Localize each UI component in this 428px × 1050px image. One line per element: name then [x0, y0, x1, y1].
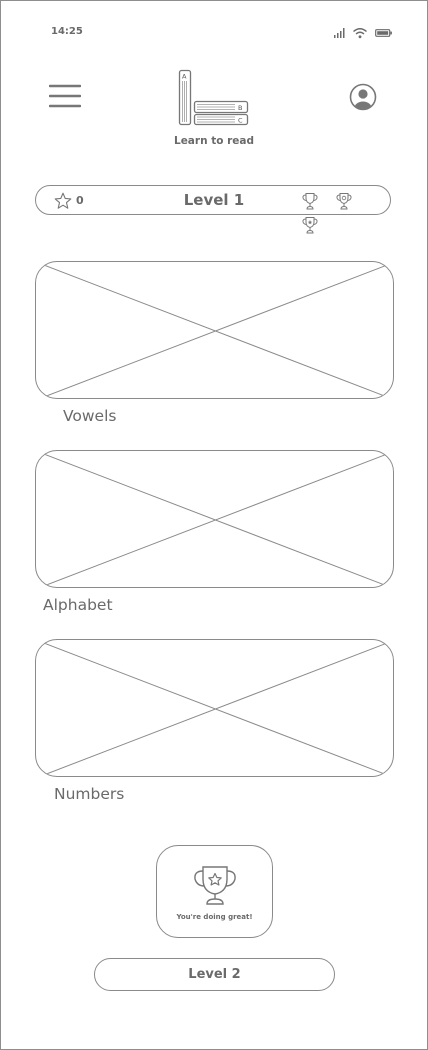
lesson-card-alphabet[interactable] [35, 450, 394, 588]
award-message: You're doing great! [176, 913, 253, 921]
menu-button[interactable] [48, 83, 82, 109]
image-placeholder [36, 640, 393, 776]
app-header: A B C Learn to read [1, 61, 427, 161]
logo-letter-a: A [182, 73, 187, 81]
trophy-star-icon [194, 866, 236, 905]
trophy-icon [300, 191, 320, 215]
current-level-title: Level 1 [183, 191, 245, 209]
status-time: 14:25 [51, 26, 83, 37]
books-logo-icon: A B C [178, 69, 249, 126]
next-level-button[interactable]: Level 2 [94, 958, 335, 991]
app-name: Learn to read [174, 135, 254, 147]
lesson-label-numbers: Numbers [54, 785, 125, 803]
battery-icon [375, 29, 392, 37]
logo-letter-c: C [238, 117, 243, 125]
star-icon [54, 192, 72, 209]
status-bar: 14:25 [1, 1, 427, 51]
award-card: You're doing great! [156, 845, 273, 938]
lesson-card-numbers[interactable] [35, 639, 394, 777]
signal-icon [334, 28, 345, 38]
lesson-label-alphabet: Alphabet [43, 596, 113, 614]
lesson-label-vowels: Vowels [63, 407, 117, 425]
lesson-card-vowels[interactable] [35, 261, 394, 399]
profile-button[interactable] [349, 83, 377, 111]
trophy-row [300, 191, 390, 239]
trophy-icon [334, 191, 354, 215]
image-placeholder [36, 451, 393, 587]
trophy-icon [300, 215, 320, 239]
wifi-icon [353, 28, 367, 39]
star-count: 0 [76, 194, 84, 207]
logo-letter-b: B [238, 104, 242, 112]
level-progress-bar: 0 Level 1 [35, 185, 391, 234]
hamburger-menu-icon [48, 84, 82, 108]
user-profile-icon [349, 83, 377, 111]
image-placeholder [36, 262, 393, 398]
